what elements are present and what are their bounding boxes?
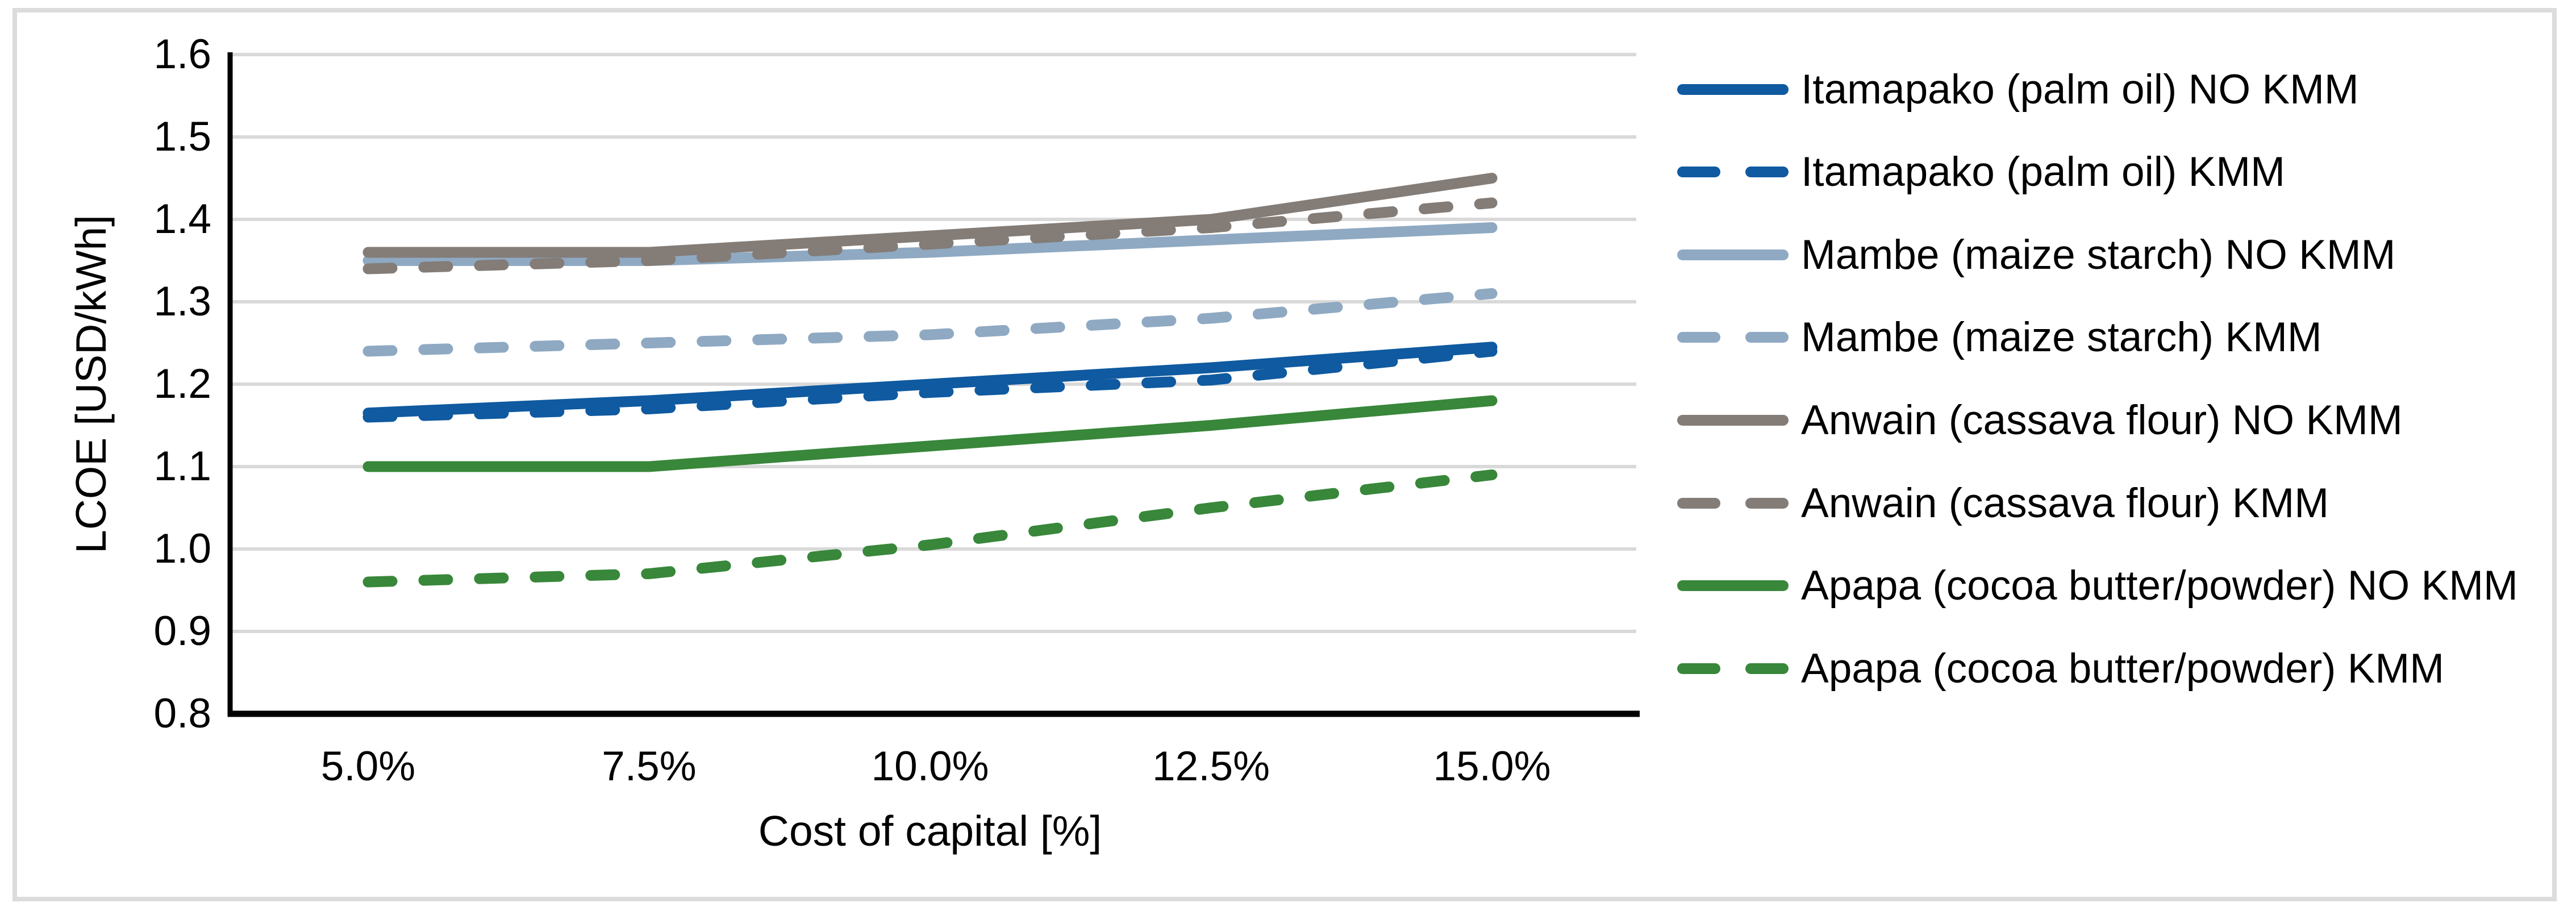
x-tick-label: 5.0% (320, 743, 416, 789)
x-tick-label: 15.0% (1433, 743, 1551, 789)
legend-line-segment (1745, 167, 1789, 178)
series-line (362, 469, 1498, 588)
legend-line-segment (1677, 332, 1720, 343)
legend-swatch-dashed (1677, 497, 1789, 509)
legend-swatch-solid (1677, 580, 1789, 592)
y-tick-label: 0.9 (153, 608, 211, 654)
legend-swatch-solid (1677, 249, 1789, 260)
legend-swatch-dashed (1677, 332, 1789, 343)
legend-swatch-solid (1677, 414, 1789, 426)
y-tick-label: 1.0 (153, 526, 211, 572)
series-line (362, 395, 1498, 472)
x-tick-label: 12.5% (1152, 743, 1270, 789)
legend-swatch-solid (1677, 84, 1789, 95)
y-tick-label: 1.6 (153, 31, 211, 77)
legend-item: Mambe (maize starch) NO KMM (1677, 226, 2396, 283)
series-line (362, 197, 1498, 274)
legend-item: Apapa (cocoa butter/powder) NO KMM (1677, 558, 2518, 614)
legend-label: Anwain (cassava flour) NO KMM (1801, 397, 2403, 443)
legend-line-segment (1745, 497, 1789, 509)
legend-line-segment (1745, 663, 1789, 674)
legend-line-segment (1677, 167, 1720, 178)
legend-item: Itamapako (palm oil) NO KMM (1677, 61, 2359, 118)
legend-line-segment (1677, 497, 1720, 509)
x-axis-title: Cost of capital [%] (758, 807, 1102, 855)
legend-swatch-dashed (1677, 167, 1789, 178)
legend-line-segment (1745, 332, 1789, 343)
series-line (362, 342, 1498, 419)
legend-label: Itamapako (palm oil) NO KMM (1801, 66, 2359, 113)
legend-item: Anwain (cassava flour) KMM (1677, 475, 2329, 531)
series-line (362, 288, 1498, 357)
legend-item: Apapa (cocoa butter/powder) KMM (1677, 640, 2444, 697)
legend-item: Mambe (maize starch) KMM (1677, 309, 2322, 366)
series-line (362, 346, 1498, 423)
legend-line-segment (1677, 414, 1789, 426)
legend-label: Apapa (cocoa butter/powder) KMM (1801, 645, 2445, 692)
x-tick-label: 10.0% (871, 743, 989, 789)
y-tick-label: 0.8 (153, 691, 211, 737)
legend-line-segment (1677, 249, 1789, 260)
legend-item: Anwain (cassava flour) NO KMM (1677, 392, 2403, 448)
legend-line-segment (1677, 84, 1789, 95)
legend-item: Itamapako (palm oil) KMM (1677, 144, 2285, 201)
legend-label: Mambe (maize starch) NO KMM (1801, 231, 2396, 278)
legend-label: Anwain (cassava flour) KMM (1801, 480, 2329, 526)
legend-label: Mambe (maize starch) KMM (1801, 314, 2322, 361)
legend-label: Itamapako (palm oil) KMM (1801, 149, 2285, 196)
y-tick-label: 1.5 (153, 114, 211, 160)
x-tick-label: 7.5% (602, 743, 697, 789)
legend-line-segment (1677, 580, 1789, 592)
legend-swatch-dashed (1677, 663, 1789, 674)
y-tick-label: 1.1 (153, 443, 211, 489)
y-tick-label: 1.3 (153, 278, 211, 325)
y-tick-label: 1.2 (153, 361, 211, 407)
legend-line-segment (1677, 663, 1720, 674)
series-line (362, 173, 1498, 258)
y-tick-label: 1.4 (153, 196, 211, 242)
legend-label: Apapa (cocoa butter/powder) NO KMM (1801, 563, 2518, 609)
